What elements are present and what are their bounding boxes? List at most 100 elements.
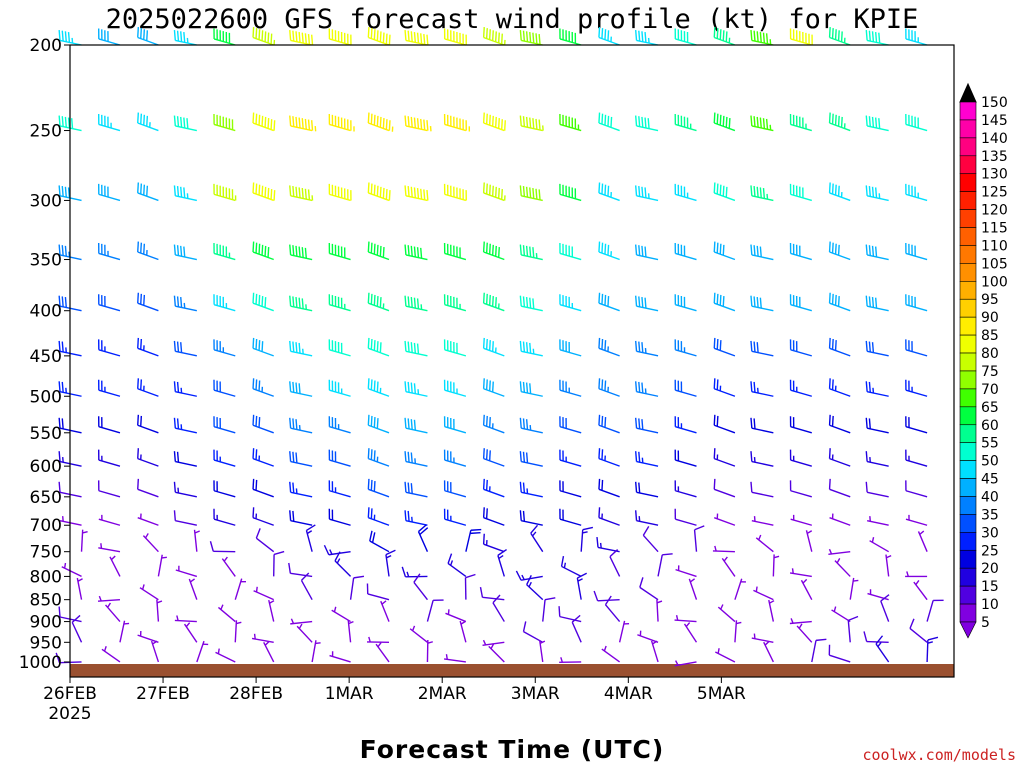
colorbar-label: 100 — [981, 274, 1008, 290]
wind-barb — [252, 507, 274, 526]
wind-barb — [443, 183, 467, 202]
wind-barb — [492, 594, 505, 622]
wind-barb — [97, 449, 121, 467]
wind-barb — [598, 241, 620, 261]
wind-barb — [404, 417, 428, 434]
wind-barb — [109, 555, 121, 577]
wind-barb — [559, 28, 582, 46]
wind-barb — [137, 182, 159, 202]
wind-barb — [634, 381, 659, 397]
wind-barb — [634, 295, 659, 312]
wind-barb — [268, 599, 275, 622]
wind-barb — [674, 508, 697, 526]
wind-barb — [519, 340, 543, 357]
wind-barb — [805, 530, 813, 552]
wind-barb — [519, 244, 543, 261]
y-tick-label: 400 — [30, 302, 62, 322]
wind-barb — [58, 481, 82, 498]
wind-barb — [789, 183, 812, 202]
wind-barb — [252, 27, 276, 46]
wind-barb — [519, 417, 543, 434]
wind-barb — [366, 583, 390, 601]
wind-barb — [409, 625, 428, 643]
wind-barb — [593, 590, 620, 602]
wind-barb — [193, 529, 200, 552]
colorbar-label: 90 — [981, 310, 999, 326]
wind-barb — [598, 182, 620, 202]
wind-barb — [296, 623, 313, 643]
wind-barb — [375, 642, 390, 663]
wind-barb — [683, 622, 698, 643]
wind-barb — [213, 339, 236, 357]
y-tick-label: 1000 — [19, 653, 62, 673]
wind-barb — [522, 621, 544, 643]
wind-barb — [519, 451, 543, 467]
colorbar-swatch — [959, 549, 977, 569]
wind-barb — [252, 112, 276, 132]
wind-barb — [253, 586, 274, 601]
wind-barb — [865, 244, 889, 261]
wind-barb — [713, 414, 736, 434]
wind-barb — [674, 183, 697, 202]
chart-title: 2025022600 GFS forecast wind profile (kt… — [106, 4, 919, 35]
wind-barb — [139, 584, 159, 601]
wind-barb — [905, 294, 928, 312]
colorbar-swatch — [959, 101, 977, 121]
colorbar-label: 30 — [981, 525, 999, 541]
wind-barb — [715, 648, 736, 663]
wind-barb — [905, 114, 928, 132]
wind-barb — [712, 545, 735, 553]
wind-barb — [751, 633, 774, 643]
wind-barb — [885, 554, 892, 577]
y-tick-label: 500 — [30, 387, 62, 407]
wind-barb — [367, 378, 390, 397]
wind-barb — [150, 640, 160, 663]
colorbar-label: 135 — [981, 149, 1008, 165]
wind-barb — [289, 381, 313, 397]
wind-barb — [58, 606, 82, 623]
colorbar-label: 115 — [981, 221, 1008, 237]
wind-barb — [234, 578, 246, 600]
wind-barb — [404, 481, 428, 498]
colorbar-label: 95 — [981, 292, 999, 308]
colorbar-legend: 1501451401351301251201151101051009590858… — [959, 82, 1008, 639]
wind-barb — [196, 640, 209, 663]
wind-barb — [328, 294, 351, 312]
colorbar-swatch — [959, 585, 977, 605]
wind-barb — [913, 580, 928, 601]
y-tick-label: 250 — [30, 122, 62, 142]
wind-barb — [328, 339, 351, 357]
colorbar-swatch — [959, 191, 977, 210]
wind-barb — [559, 183, 582, 202]
wind-barb — [97, 243, 121, 261]
wind-barb — [828, 337, 851, 357]
wind-barb — [789, 449, 812, 467]
wind-barb — [445, 609, 467, 623]
wind-barb — [650, 640, 659, 663]
wind-barb — [849, 577, 859, 600]
wind-barb — [560, 556, 582, 578]
y-tick-label: 450 — [30, 347, 62, 367]
wind-barb — [404, 340, 428, 357]
wind-barb — [526, 574, 544, 601]
wind-barb — [404, 115, 432, 132]
wind-barb — [157, 554, 167, 577]
wind-barb — [559, 339, 582, 357]
colorbar-label: 40 — [981, 489, 999, 505]
colorbar-swatch — [959, 442, 977, 461]
wind-barb — [828, 292, 851, 312]
wind-barb — [674, 294, 697, 312]
wind-barb — [905, 183, 928, 202]
wind-barb — [289, 417, 313, 434]
wind-barb — [482, 337, 505, 357]
wind-barb — [800, 578, 813, 600]
wind-barb — [598, 378, 620, 397]
wind-barb — [213, 416, 236, 434]
wind-barb — [789, 114, 812, 132]
wind-barb — [905, 28, 928, 46]
wind-barb — [443, 449, 467, 467]
wind-barb — [482, 112, 506, 132]
wind-barb — [465, 528, 482, 552]
wind-barb — [404, 381, 428, 397]
